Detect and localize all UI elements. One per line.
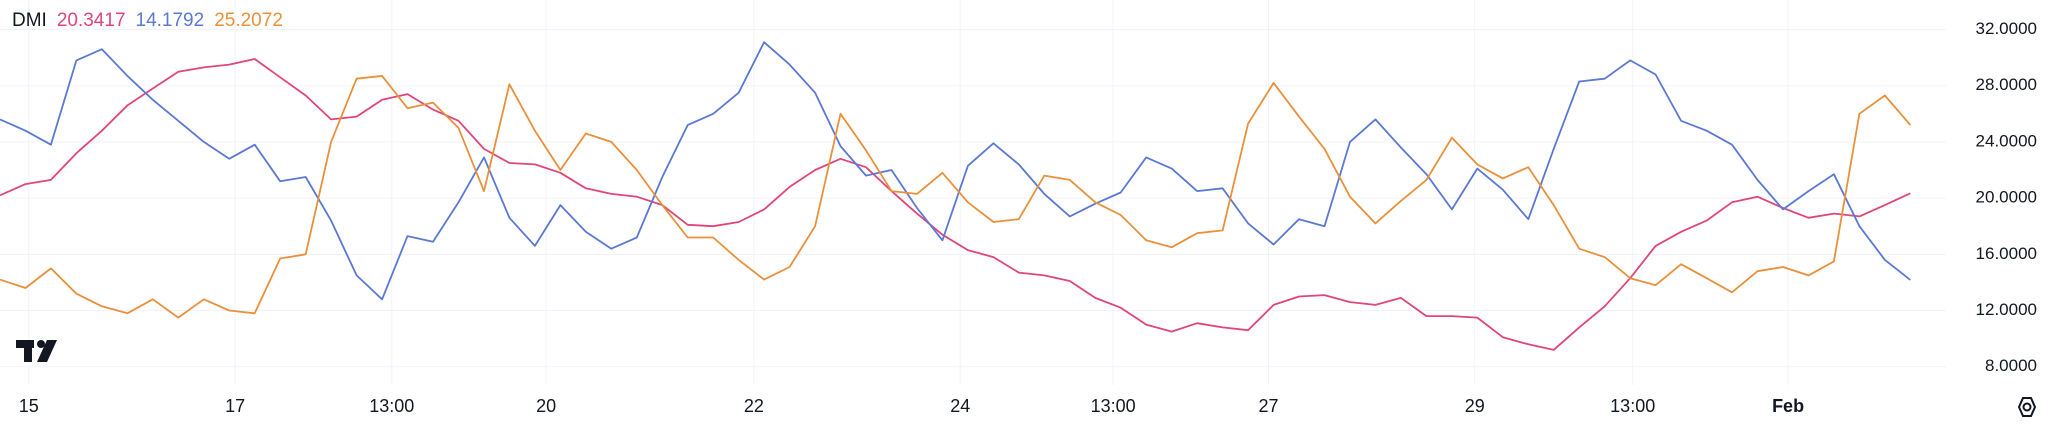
y-tick-label: 24.0000 [1976, 131, 2037, 150]
y-tick-label: 28.0000 [1976, 75, 2037, 94]
x-tick-label: 13:00 [1091, 396, 1136, 416]
y-tick-label: 32.0000 [1976, 19, 2037, 38]
y-tick-label: 20.0000 [1976, 188, 2037, 207]
indicator-title: DMI [12, 10, 47, 31]
legend-value: 14.1792 [135, 10, 205, 31]
y-tick-label: 12.0000 [1976, 300, 2037, 319]
plot: 8.0000 12.0000 16.0000 20.0000 24.0000 28.000… [0, 0, 2037, 416]
dmi-line [0, 58, 1911, 351]
x-tick-label: 15 [19, 396, 39, 416]
legend-value: 20.3417 [56, 10, 126, 31]
x-tick-label: 13:00 [1610, 396, 1655, 416]
x-tick-label: 20 [536, 396, 556, 416]
x-tick-label: 29 [1465, 396, 1485, 416]
tv-logo [16, 340, 57, 362]
x-tick-label: 22 [744, 396, 764, 416]
legend-value: 25.2072 [214, 10, 283, 31]
settings-icon[interactable] [2017, 397, 2037, 417]
y-tick-label: 8.0000 [1985, 356, 2037, 375]
legend: DMI 20.3417 14.1792 25.2072 [12, 10, 283, 32]
y-tick-label: 16.0000 [1976, 244, 2037, 263]
x-tick-label: 17 [225, 396, 245, 416]
x-tick-label: 24 [950, 396, 970, 416]
dmi-line [0, 75, 1911, 319]
x-tick-label: 27 [1258, 396, 1278, 416]
x-tick-label: Feb [1772, 396, 1804, 416]
x-tick-label: 13:00 [369, 396, 414, 416]
